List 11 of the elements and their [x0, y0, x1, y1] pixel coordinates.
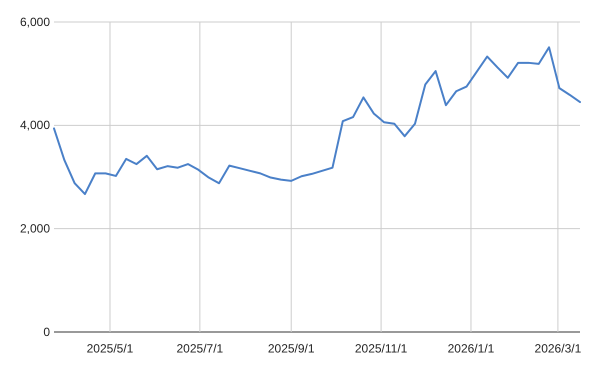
x-tick-label: 2026/3/1: [534, 342, 582, 356]
y-tick-label: 2,000: [20, 222, 50, 236]
y-tick-label: 4,000: [20, 118, 50, 132]
x-tick-label: 2026/1/1: [448, 342, 495, 356]
x-tick-label: 2025/9/1: [268, 342, 315, 356]
x-tick-label: 2025/5/1: [86, 342, 134, 356]
line-series: [53, 46, 581, 196]
x-tick-label: 2025/7/1: [176, 342, 224, 356]
x-tick-label: 2025/11/1: [354, 342, 408, 356]
y-tick-label: 6,000: [20, 14, 50, 29]
y-tick-label: 0: [43, 324, 50, 339]
